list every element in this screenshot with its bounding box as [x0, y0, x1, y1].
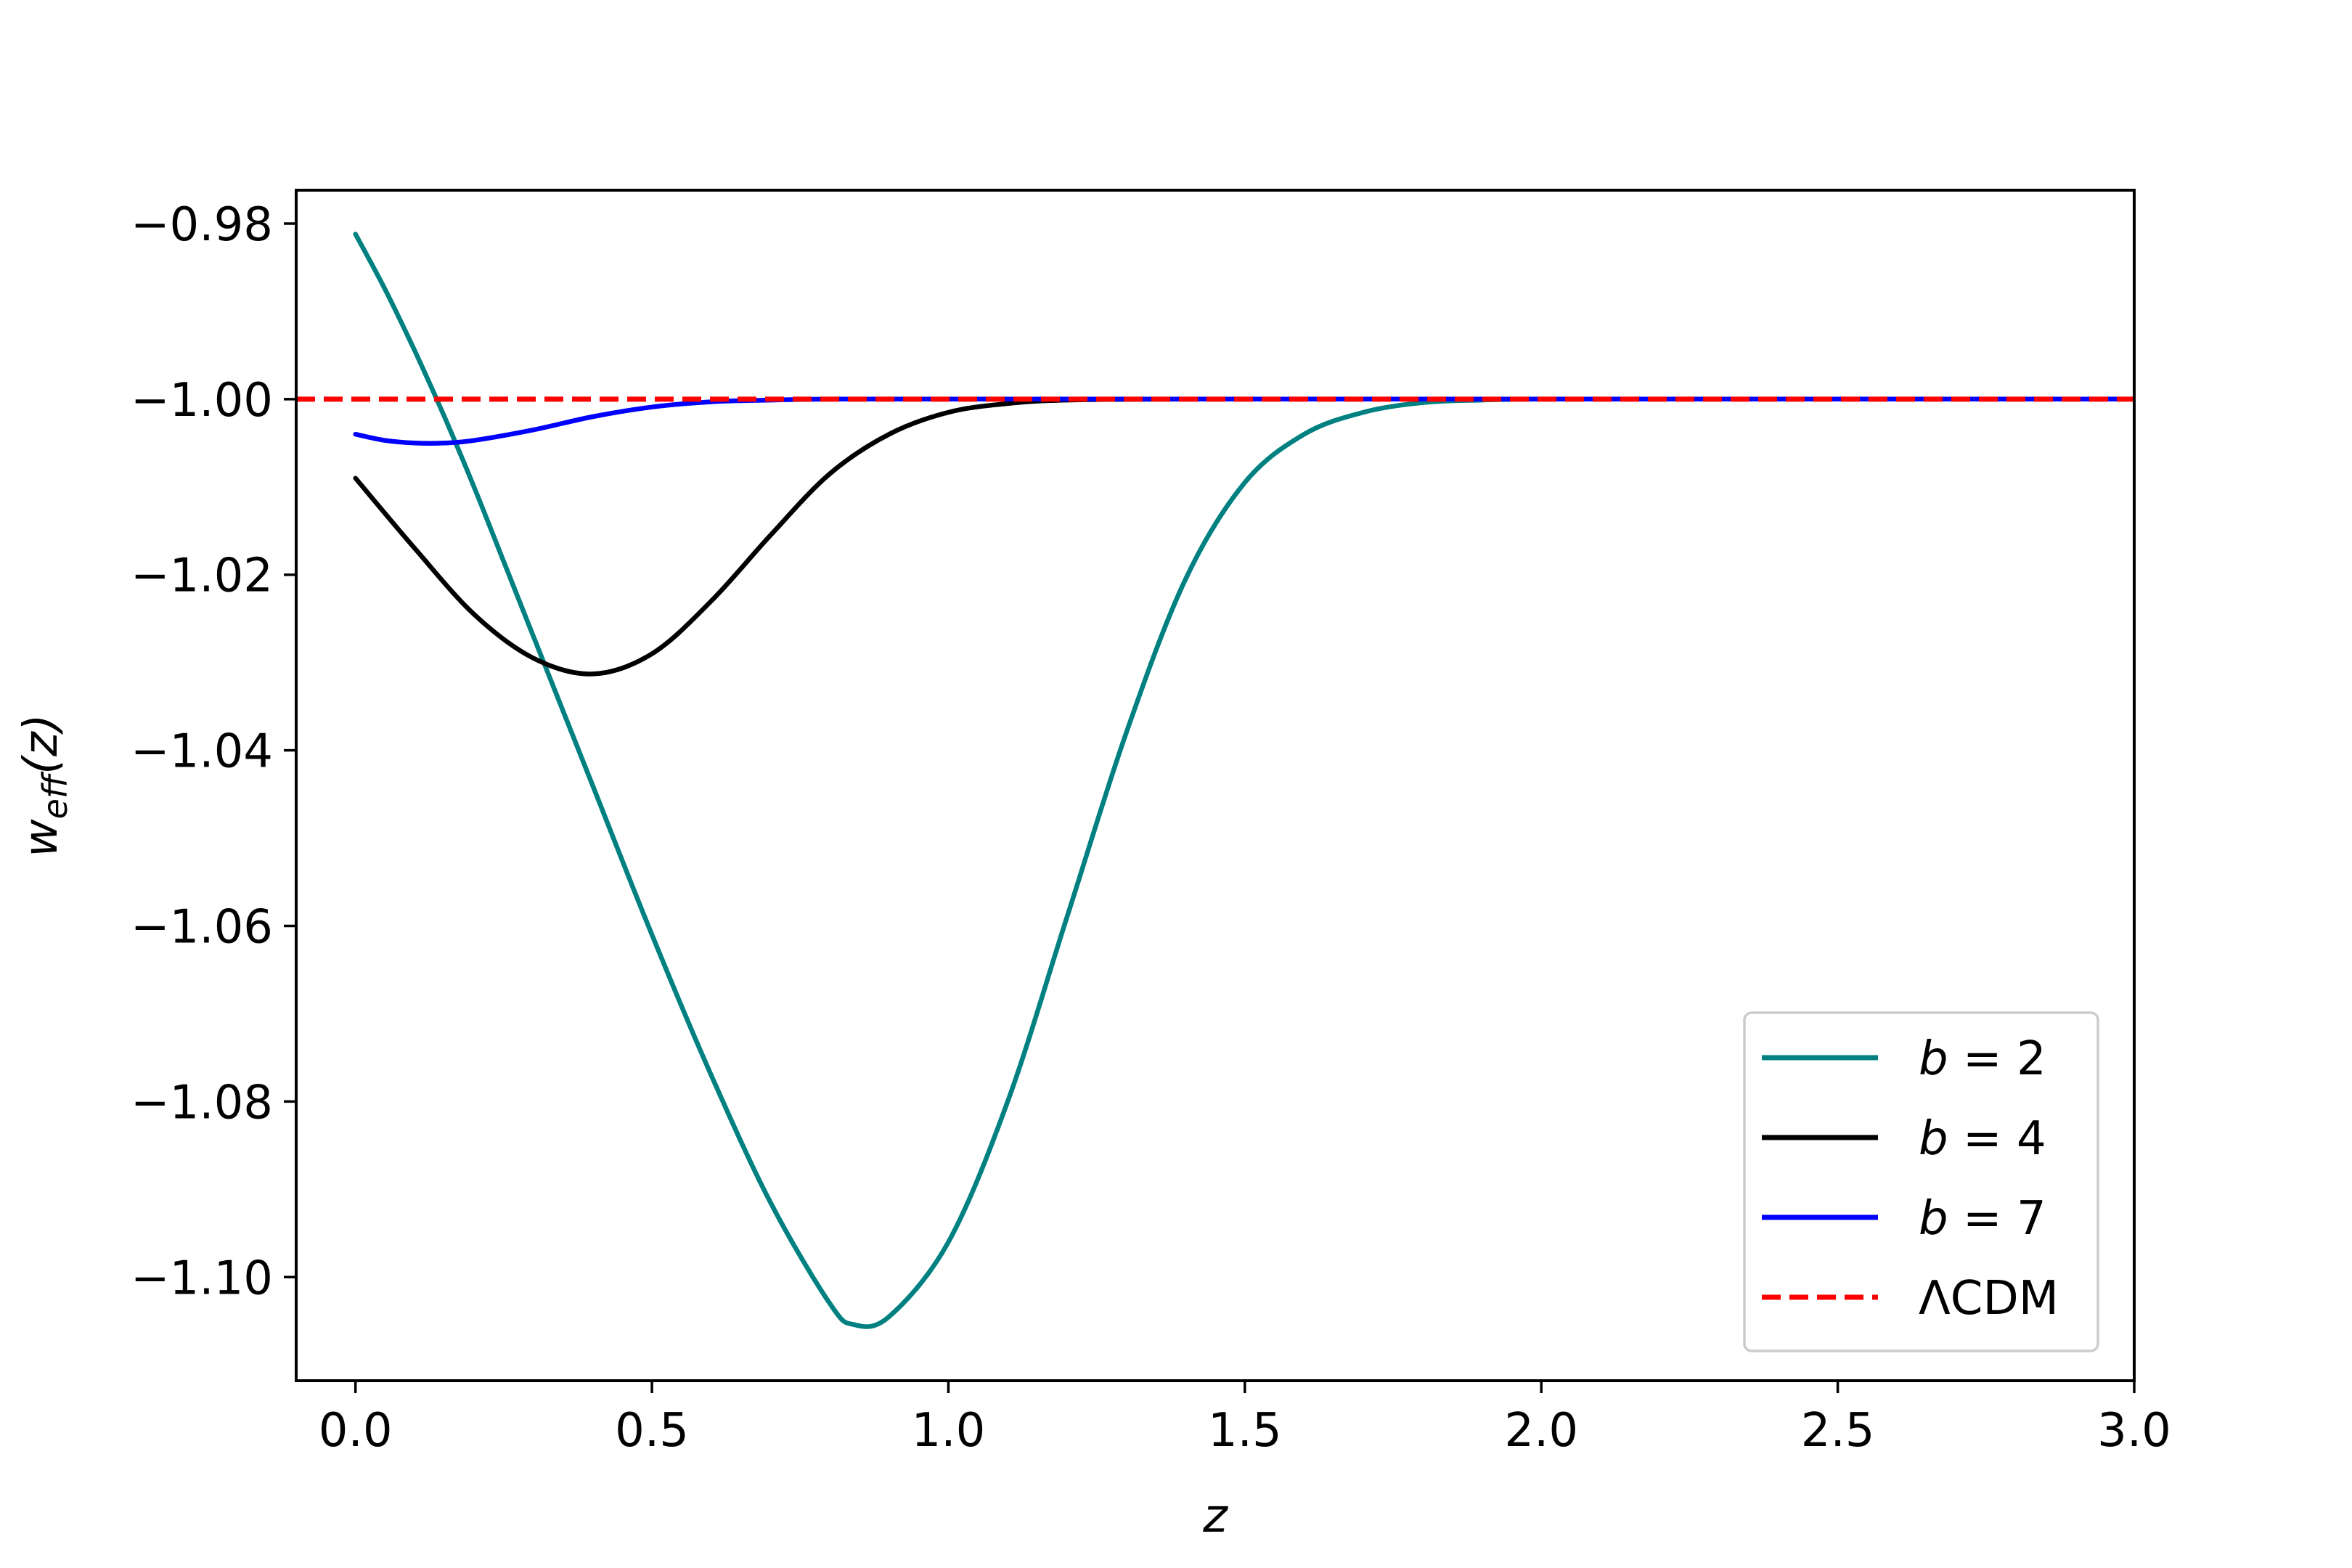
- x-tick-label: 0.5: [615, 1404, 689, 1458]
- x-axis: 0.0 0.5 1.0 1.5 2.0 2.5 3.0: [319, 1381, 2171, 1458]
- x-tick-label: 2.0: [1504, 1404, 1578, 1458]
- legend-label-var: b: [1919, 1192, 1948, 1246]
- y-axis: −0.98 −1.00 −1.02 −1.04 −1.06 −1.08 −1.10: [131, 198, 296, 1305]
- legend-label-var: b: [1919, 1112, 1948, 1166]
- legend-box: [1743, 1011, 2099, 1352]
- legend-label: b = 2: [1919, 1032, 2046, 1086]
- y-tick-label: −1.04: [131, 725, 273, 779]
- y-tick-label: −0.98: [131, 198, 273, 252]
- y-axis-label-arg: (z): [15, 714, 68, 775]
- legend-label-rest: = 7: [1948, 1192, 2046, 1246]
- y-tick-label: −1.08: [131, 1076, 273, 1130]
- x-tick-label: 0.0: [319, 1404, 393, 1458]
- legend-label-rest: = 4: [1948, 1112, 2046, 1166]
- y-tick-label: −1.10: [131, 1251, 273, 1305]
- x-tick-label: 2.5: [1801, 1404, 1875, 1458]
- legend-label: ΛCDM: [1919, 1272, 2059, 1326]
- y-tick-label: −1.06: [131, 901, 273, 955]
- y-axis-label-main: w: [15, 819, 68, 857]
- y-tick-label: −1.00: [131, 374, 273, 428]
- legend-label-rest: ΛCDM: [1919, 1272, 2059, 1326]
- x-tick-label: 1.0: [912, 1404, 986, 1458]
- plot-frame: [295, 189, 2136, 1382]
- legend-label: b = 4: [1919, 1112, 2046, 1166]
- x-axis-label: z: [1202, 1490, 1228, 1543]
- series-line-3: [353, 396, 2134, 446]
- legend-label-var: b: [1919, 1032, 1948, 1086]
- series-line-2: [353, 396, 2134, 677]
- y-axis-label-sub: eff: [36, 771, 75, 819]
- y-axis-label: weff(z): [15, 714, 75, 857]
- legend-label-rest: = 2: [1948, 1032, 2046, 1086]
- legend-label: b = 7: [1919, 1192, 2046, 1246]
- x-tick-label: 3.0: [2097, 1404, 2171, 1458]
- x-tick-label: 1.5: [1208, 1404, 1282, 1458]
- y-tick-label: −1.02: [131, 550, 273, 603]
- series-layer: [296, 232, 2134, 1329]
